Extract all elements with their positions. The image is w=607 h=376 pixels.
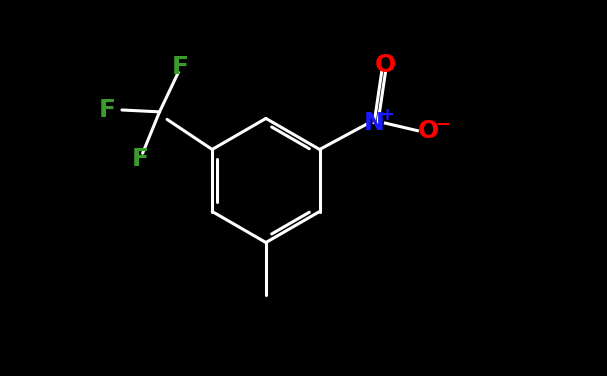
- Text: N: N: [364, 111, 385, 135]
- Text: −: −: [435, 116, 450, 134]
- Text: +: +: [379, 106, 394, 124]
- Text: F: F: [98, 98, 115, 122]
- Text: O: O: [418, 119, 439, 143]
- Text: F: F: [172, 55, 189, 79]
- Text: F: F: [132, 147, 149, 171]
- Text: O: O: [375, 53, 396, 77]
